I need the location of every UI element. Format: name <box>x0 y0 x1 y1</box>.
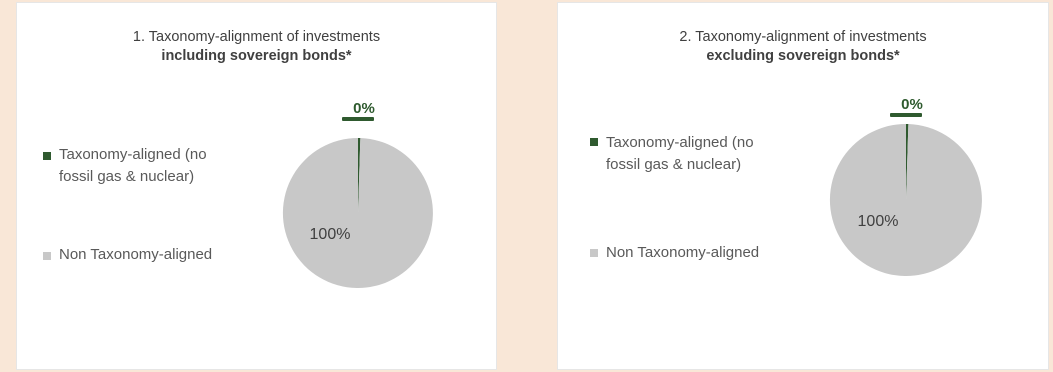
pie-slice-taxonomy-aligned <box>906 124 909 200</box>
legend-swatch-non-taxonomy-aligned <box>43 252 51 260</box>
chart-panel-excluding-sovereign-bonds: 2. Taxonomy-alignment of investments exc… <box>557 2 1049 370</box>
chart-title-line-1: 2. Taxonomy-alignment of investments <box>679 29 927 45</box>
chart-title-line-1: 1. Taxonomy-alignment of investments <box>132 29 381 45</box>
pie-chart: 0% 100% <box>282 100 433 288</box>
data-label-taxonomy-aligned: 0% <box>901 96 923 113</box>
legend-label-line-2: fossil gas & nuclear) <box>606 156 742 173</box>
legend-item-taxonomy-aligned: Taxonomy-aligned (no fossil gas & nuclea… <box>59 144 207 188</box>
chart-title-line-2: excluding sovereign bonds* <box>706 48 900 64</box>
data-label-non-taxonomy-aligned: 100% <box>310 226 351 243</box>
legend-swatch-taxonomy-aligned <box>590 138 598 146</box>
pie-chart: 0% 100% <box>829 96 982 276</box>
legend-item-non-taxonomy-aligned: Non Taxonomy-aligned <box>59 244 212 266</box>
pie-slice-non-taxonomy-aligned <box>829 123 982 276</box>
legend-label-line-1: Non Taxonomy-aligned <box>59 246 213 263</box>
legend-item-non-taxonomy-aligned: Non Taxonomy-aligned <box>606 242 759 264</box>
legend-label-line-1: Taxonomy-aligned (no <box>59 146 207 163</box>
legend-swatch-non-taxonomy-aligned <box>590 249 598 257</box>
slice-label-underline <box>890 113 922 117</box>
pie-slice-taxonomy-aligned <box>358 138 361 213</box>
data-label-non-taxonomy-aligned: 100% <box>858 213 899 230</box>
chart-title: 2. Taxonomy-alignment of investments exc… <box>558 28 1048 66</box>
data-label-taxonomy-aligned: 0% <box>353 100 375 117</box>
slice-label-underline <box>342 117 374 121</box>
legend-swatch-taxonomy-aligned <box>43 152 51 160</box>
chart-title: 1. Taxonomy-alignment of investments inc… <box>17 28 496 66</box>
legend-label-line-1: Taxonomy-aligned (no <box>606 134 754 151</box>
legend-label-line-1: Non Taxonomy-aligned <box>606 244 760 261</box>
chart-title-line-2: including sovereign bonds* <box>161 48 352 64</box>
legend-label-line-2: fossil gas & nuclear) <box>59 168 195 185</box>
legend-item-taxonomy-aligned: Taxonomy-aligned (no fossil gas & nuclea… <box>606 132 754 176</box>
pie-slice-non-taxonomy-aligned <box>282 137 433 288</box>
chart-panel-including-sovereign-bonds: 1. Taxonomy-alignment of investments inc… <box>16 2 497 370</box>
